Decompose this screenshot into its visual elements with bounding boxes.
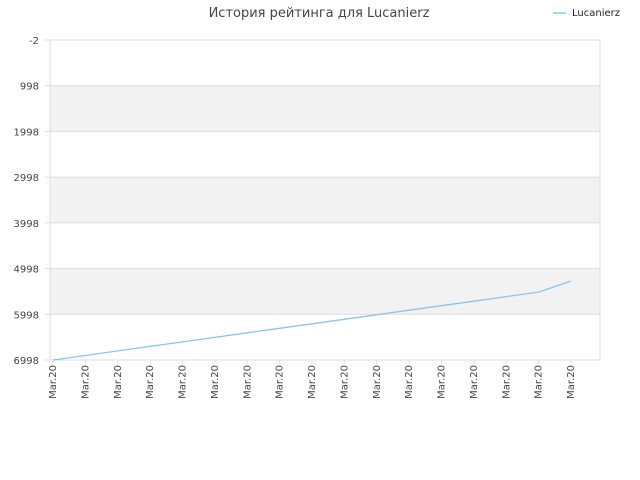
- grid-band: [50, 268, 600, 315]
- x-tick-label: Mar.20: [404, 365, 415, 399]
- x-tick-label: Mar.20: [469, 365, 480, 399]
- y-tick-label: 6998: [14, 356, 39, 367]
- x-tick-label: Mar.20: [437, 365, 448, 399]
- y-tick-label: 4998: [14, 265, 39, 276]
- grid-band: [50, 177, 600, 223]
- x-tick-label: Mar.20: [307, 365, 318, 399]
- x-tick-label: Mar.20: [339, 365, 350, 399]
- y-tick-label: 2998: [14, 173, 39, 184]
- grid-band: [50, 85, 600, 132]
- y-tick-label: 1998: [14, 127, 39, 138]
- x-tick-label: Mar.20: [210, 365, 221, 399]
- series-line-lucanierz: [52, 280, 572, 361]
- x-tick-label: Mar.20: [242, 365, 253, 399]
- x-tick-label: Mar.20: [275, 365, 286, 399]
- x-tick-label: Mar.20: [80, 365, 91, 399]
- y-tick-label: 5998: [14, 310, 39, 321]
- plot-bands: [50, 85, 600, 315]
- x-tick-label: Mar.20: [178, 365, 189, 399]
- gridlines: [50, 39, 600, 361]
- y-axis-ticks: -2 998 1998 2998 3998 4998 5998 6998: [14, 36, 50, 367]
- x-tick-label: Mar.20: [534, 365, 545, 399]
- x-axis-ticks: Mar.20 Mar.20 Mar.20 Mar.20 Mar.20 Mar.20 Mar.…: [48, 360, 577, 399]
- x-tick-label: Mar.20: [48, 365, 59, 399]
- legend[interactable]: Lucanierz: [553, 8, 620, 19]
- x-tick-label: Mar.20: [372, 365, 383, 399]
- y-tick-label: 3998: [14, 219, 39, 230]
- x-tick-label: Mar.20: [113, 365, 124, 399]
- legend-label: Lucanierz: [572, 8, 620, 19]
- y-tick-label: -2: [29, 36, 39, 47]
- x-tick-label: Mar.20: [501, 365, 512, 399]
- series-layer: [52, 280, 572, 361]
- y-tick-label: 998: [20, 82, 39, 93]
- x-tick-label: Mar.20: [145, 365, 156, 399]
- x-tick-label: Mar.20: [566, 365, 577, 399]
- chart-title: История рейтинга для Lucanierz: [209, 6, 430, 21]
